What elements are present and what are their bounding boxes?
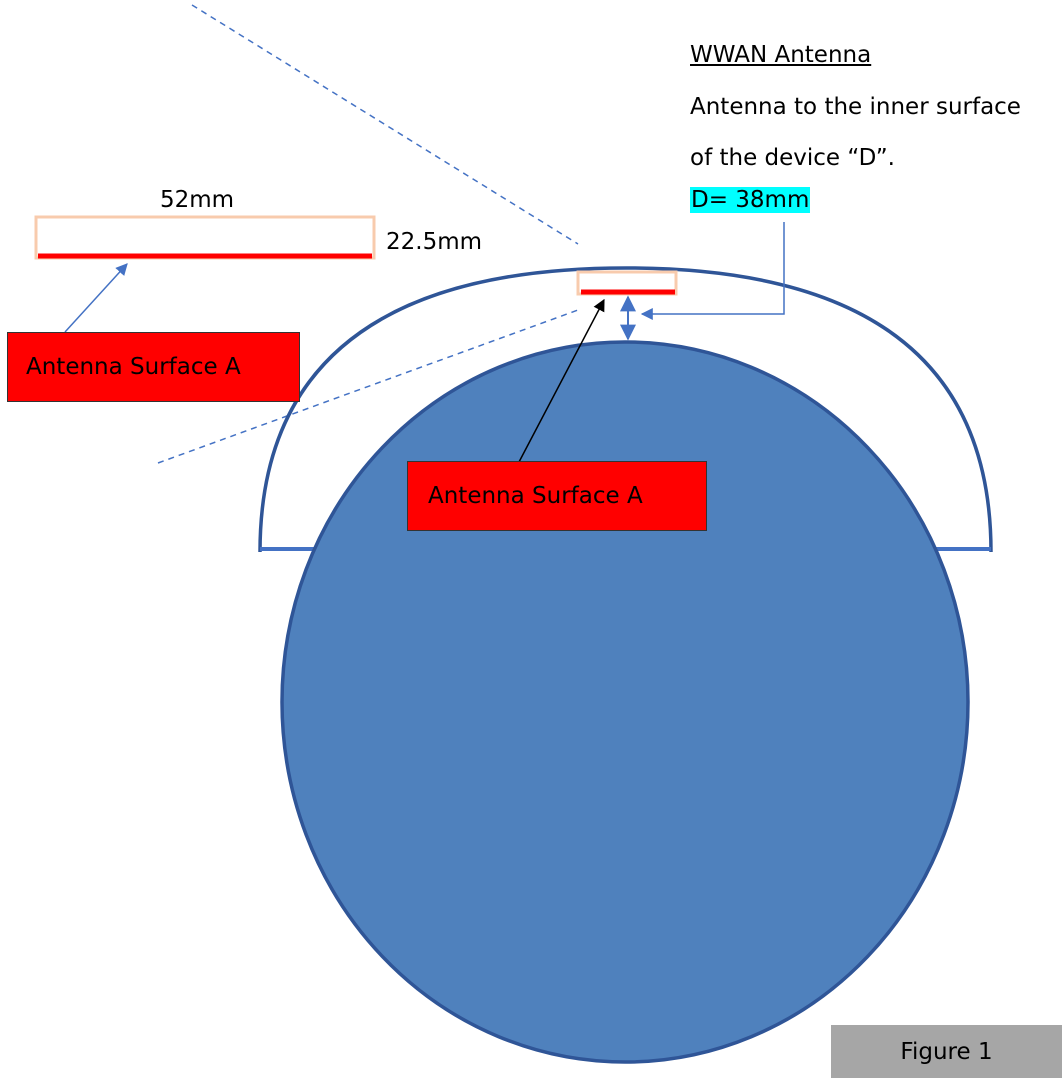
surface-left-arrow [64, 263, 128, 333]
surface-label-center-text: Antenna Surface A [428, 483, 643, 509]
distance-label: D= 38mm [690, 187, 811, 213]
description-line-2: of the device “D”. [690, 145, 895, 171]
wwan-title: WWAN Antenna [690, 42, 872, 68]
description-line-1: Antenna to the inner surface [690, 94, 1021, 120]
surface-center-arrow [518, 298, 605, 463]
head-shape [280, 340, 970, 1064]
figure-caption-text: Figure 1 [900, 1038, 993, 1065]
surface-label-center: Antenna Surface A [407, 461, 707, 531]
figure-caption: Figure 1 [831, 1025, 1062, 1078]
antenna-element-large [34, 215, 376, 260]
width-label: 52mm [160, 187, 235, 213]
distance-callout-line [640, 222, 785, 320]
surface-label-left: Antenna Surface A [7, 332, 300, 402]
surface-label-left-text: Antenna Surface A [26, 354, 241, 380]
dashed-line-upper [191, 4, 579, 245]
height-label: 22.5mm [386, 229, 483, 255]
dashed-line-lower [157, 309, 579, 464]
